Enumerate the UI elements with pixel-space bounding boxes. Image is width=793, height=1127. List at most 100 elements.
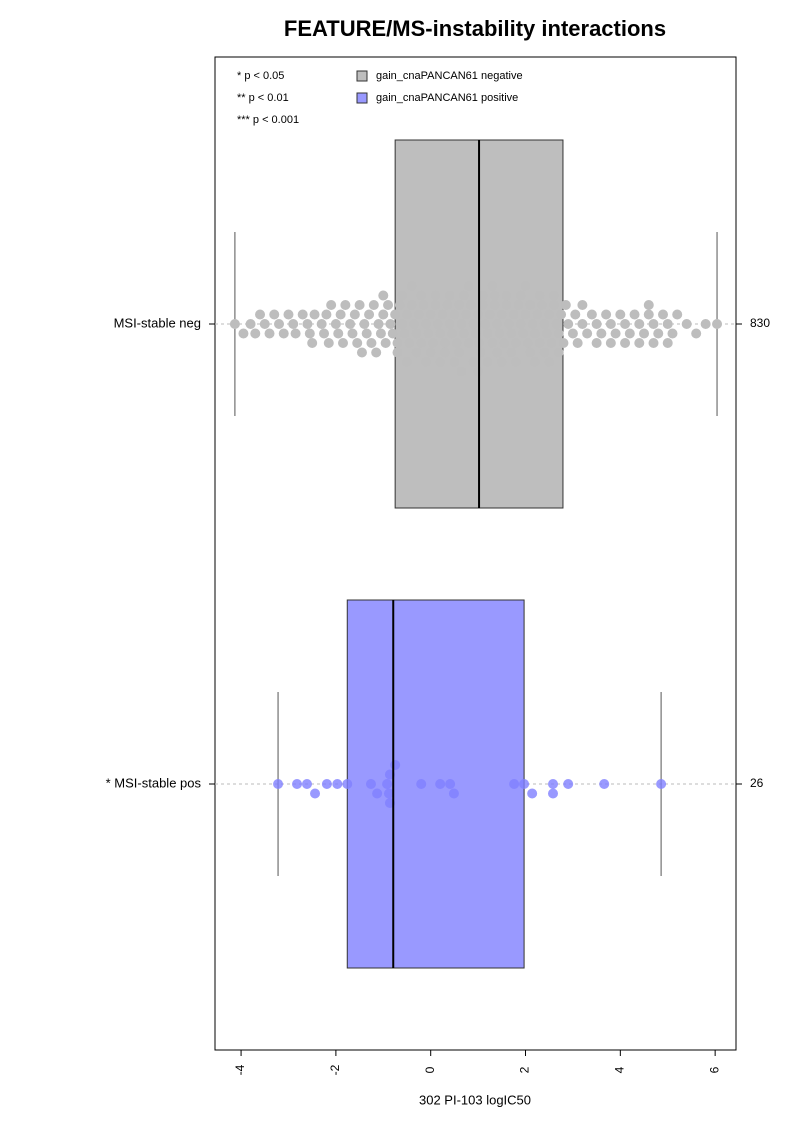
data-point: [672, 309, 683, 320]
data-point: [548, 300, 559, 310]
data-point: [445, 779, 456, 789]
data-point: [511, 338, 522, 348]
data-point: [449, 309, 460, 320]
data-point: [520, 309, 531, 320]
data-point: [383, 788, 394, 799]
data-point: [489, 300, 500, 310]
data-point: [539, 347, 550, 358]
data-point: [309, 309, 320, 320]
data-point: [480, 319, 491, 329]
data-point: [610, 328, 621, 339]
data-point: [605, 319, 616, 329]
data-point: [506, 328, 517, 339]
data-point: [620, 338, 631, 348]
data-point: [577, 300, 588, 310]
data-point: [342, 779, 353, 789]
data-point: [494, 328, 505, 339]
data-point: [454, 347, 465, 358]
data-point: [624, 328, 635, 339]
data-point: [326, 300, 337, 310]
data-point: [416, 779, 427, 789]
data-point: [458, 290, 469, 301]
data-point: [577, 319, 588, 329]
data-point: [273, 319, 284, 329]
data-point: [371, 347, 382, 358]
data-point: [335, 309, 346, 320]
data-point: [337, 338, 348, 348]
data-point: [599, 779, 610, 789]
data-point: [238, 328, 249, 339]
data-point: [468, 319, 479, 329]
data-point: [444, 290, 455, 301]
data-point: [541, 328, 552, 339]
data-point: [570, 309, 581, 320]
data-point: [423, 328, 434, 339]
count-label: 830: [750, 316, 770, 330]
data-point: [501, 300, 512, 310]
data-point: [544, 357, 555, 367]
data-point: [321, 309, 332, 320]
data-point: [413, 309, 424, 320]
data-point: [368, 300, 379, 310]
legend-label: gain_cnaPANCAN61 negative: [376, 70, 523, 82]
data-point: [354, 300, 365, 310]
data-point: [518, 328, 529, 339]
data-point: [529, 328, 540, 339]
x-tick-label: 0: [423, 1066, 437, 1073]
data-point: [378, 309, 389, 320]
data-point: [323, 338, 334, 348]
data-point: [406, 281, 417, 291]
data-point: [375, 328, 386, 339]
data-point: [691, 328, 702, 339]
data-point: [416, 290, 427, 301]
data-point: [527, 788, 538, 799]
data-point: [333, 328, 344, 339]
data-point: [394, 300, 405, 310]
data-point: [548, 779, 559, 789]
data-point: [399, 328, 410, 339]
data-point: [430, 300, 441, 310]
data-point: [345, 319, 356, 329]
data-point: [364, 309, 375, 320]
data-point: [288, 319, 299, 329]
data-point: [662, 319, 673, 329]
data-point: [634, 319, 645, 329]
data-point: [567, 328, 578, 339]
data-point: [269, 309, 280, 320]
data-point: [501, 290, 512, 301]
data-point: [382, 779, 393, 789]
data-point: [553, 328, 564, 339]
data-point: [544, 309, 555, 320]
data-point: [477, 300, 488, 310]
data-point: [546, 338, 557, 348]
data-point: [447, 328, 458, 339]
data-point: [373, 319, 384, 329]
data-point: [553, 347, 564, 358]
data-point: [456, 319, 467, 329]
data-point: [332, 779, 343, 789]
data-point: [387, 328, 398, 339]
data-point: [605, 338, 616, 348]
data-point: [508, 309, 519, 320]
data-point: [463, 338, 474, 348]
data-point: [390, 309, 401, 320]
data-point: [404, 338, 415, 348]
data-point: [648, 319, 659, 329]
legend-swatch: [356, 70, 368, 82]
data-point: [558, 338, 569, 348]
data-point: [556, 309, 567, 320]
data-point: [425, 347, 436, 358]
data-point: [392, 347, 403, 358]
legend-swatch: [356, 92, 368, 104]
data-point: [461, 309, 472, 320]
plot-frame: [214, 56, 737, 1051]
data-point: [448, 788, 459, 799]
data-point: [444, 319, 455, 329]
data-point: [356, 347, 367, 358]
data-point: [278, 328, 289, 339]
data-point: [307, 338, 318, 348]
data-point: [442, 300, 453, 310]
data-point: [392, 338, 403, 348]
data-point: [330, 319, 341, 329]
